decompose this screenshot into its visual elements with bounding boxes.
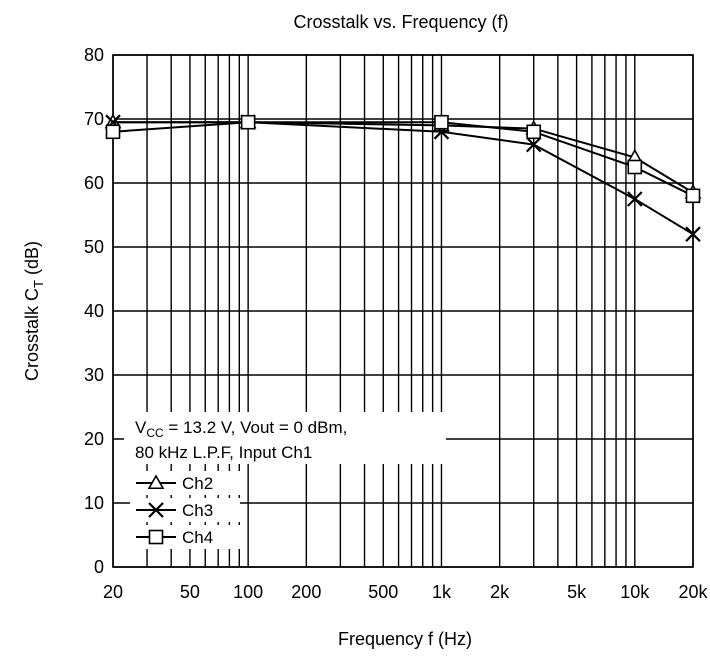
series-line (113, 121, 694, 236)
x-tick-label: 200 (291, 582, 321, 602)
x-tick-label: 20 (103, 582, 123, 602)
y-tick-label: 30 (84, 365, 104, 385)
square-marker (240, 114, 256, 130)
x-tick-label: 50 (180, 582, 200, 602)
x-marker (627, 191, 643, 207)
legend-item-ch3: Ch3 (130, 498, 240, 522)
x-marker (685, 226, 701, 242)
square-marker (105, 124, 121, 140)
y-axis-label-subscript: T (31, 280, 46, 288)
series-ch4 (105, 114, 701, 204)
annotation-line-1: VCC = 13.2 V, Vout = 0 dBm, (135, 418, 347, 440)
square-marker (526, 124, 542, 140)
y-tick-label: 10 (84, 493, 104, 513)
x-tick-label: 20k (678, 582, 708, 602)
x-tick-label: 2k (490, 582, 510, 602)
series-line (112, 121, 694, 197)
y-tick-label: 0 (94, 557, 104, 577)
y-tick-label: 20 (84, 429, 104, 449)
annotation-vcc-subscript: CC (146, 426, 164, 440)
legend: Ch2 Ch3 Ch4 (130, 471, 240, 549)
x-tick-label: 10k (620, 582, 650, 602)
x-tick-label: 1k (432, 582, 452, 602)
legend-label: Ch3 (182, 501, 213, 520)
y-tick-label: 80 (84, 45, 104, 65)
y-tick-label: 40 (84, 301, 104, 321)
x-marker (525, 136, 542, 153)
chart-title: Crosstalk vs. Frequency (f) (293, 12, 508, 32)
x-tick-label: 100 (233, 582, 263, 602)
square-marker (148, 529, 164, 545)
x-tick-label: 5k (567, 582, 587, 602)
x-tick-label: 500 (368, 582, 398, 602)
annotation-background (124, 412, 446, 464)
legend-label: Ch2 (182, 474, 213, 493)
series-ch3 (105, 114, 701, 242)
plot-frame (112, 54, 694, 568)
y-axis-label-unit: (dB) (22, 241, 42, 280)
y-axis-label-main: Crosstalk C (22, 288, 42, 381)
square-marker (685, 188, 701, 204)
x-tick-labels: 20 50 100 200 500 1k 2k 5k 10k 20k (103, 582, 709, 602)
legend-label: Ch4 (182, 528, 213, 547)
y-tick-labels: 0 10 20 30 40 50 60 70 80 (84, 45, 104, 577)
y-tick-label: 50 (84, 237, 104, 257)
legend-item-ch4: Ch4 (130, 525, 240, 549)
y-tick-label: 60 (84, 173, 104, 193)
square-marker (434, 114, 449, 130)
y-tick-label: 70 (84, 109, 104, 129)
triangle-marker (147, 474, 165, 490)
legend-item-ch2: Ch2 (130, 471, 240, 495)
y-axis-label: Crosstalk CT (dB) (22, 241, 46, 381)
annotation-conditions: = 13.2 V, Vout = 0 dBm, (164, 418, 348, 437)
square-marker (627, 159, 643, 175)
x-marker (148, 502, 164, 518)
series-layer (104, 113, 702, 242)
annotation-line-2: 80 kHz L.P.F, Input Ch1 (135, 443, 312, 462)
x-axis-label: Frequency f (Hz) (338, 629, 472, 649)
annotation-vcc: V (135, 418, 147, 437)
